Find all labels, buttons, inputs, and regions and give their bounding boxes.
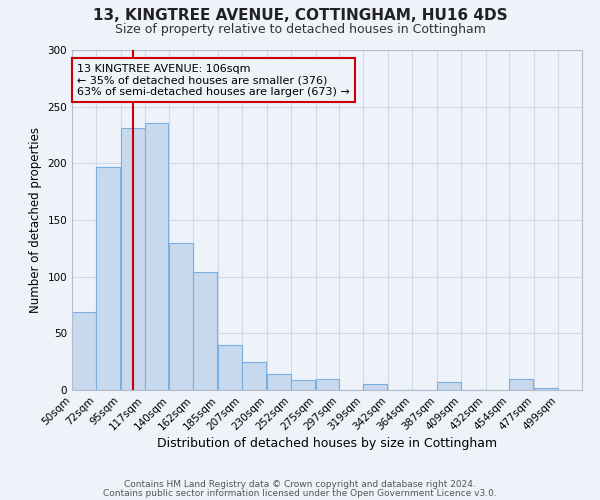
Bar: [193, 272, 217, 390]
Text: 13, KINGTREE AVENUE, COTTINGHAM, HU16 4DS: 13, KINGTREE AVENUE, COTTINGHAM, HU16 4D…: [92, 8, 508, 22]
Bar: [121, 128, 145, 390]
Bar: [509, 378, 533, 390]
Bar: [145, 122, 169, 390]
Text: Contains public sector information licensed under the Open Government Licence v3: Contains public sector information licen…: [103, 488, 497, 498]
Y-axis label: Number of detached properties: Number of detached properties: [29, 127, 42, 313]
Bar: [267, 374, 291, 390]
Bar: [72, 312, 96, 390]
Bar: [535, 388, 558, 390]
Text: Size of property relative to detached houses in Cottingham: Size of property relative to detached ho…: [115, 22, 485, 36]
Bar: [437, 382, 461, 390]
Bar: [218, 344, 242, 390]
Bar: [242, 362, 266, 390]
X-axis label: Distribution of detached houses by size in Cottingham: Distribution of detached houses by size …: [157, 438, 497, 450]
Bar: [96, 166, 119, 390]
Text: 13 KINGTREE AVENUE: 106sqm
← 35% of detached houses are smaller (376)
63% of sem: 13 KINGTREE AVENUE: 106sqm ← 35% of deta…: [77, 64, 350, 97]
Text: Contains HM Land Registry data © Crown copyright and database right 2024.: Contains HM Land Registry data © Crown c…: [124, 480, 476, 489]
Bar: [316, 378, 340, 390]
Bar: [169, 242, 193, 390]
Bar: [291, 380, 314, 390]
Bar: [363, 384, 387, 390]
